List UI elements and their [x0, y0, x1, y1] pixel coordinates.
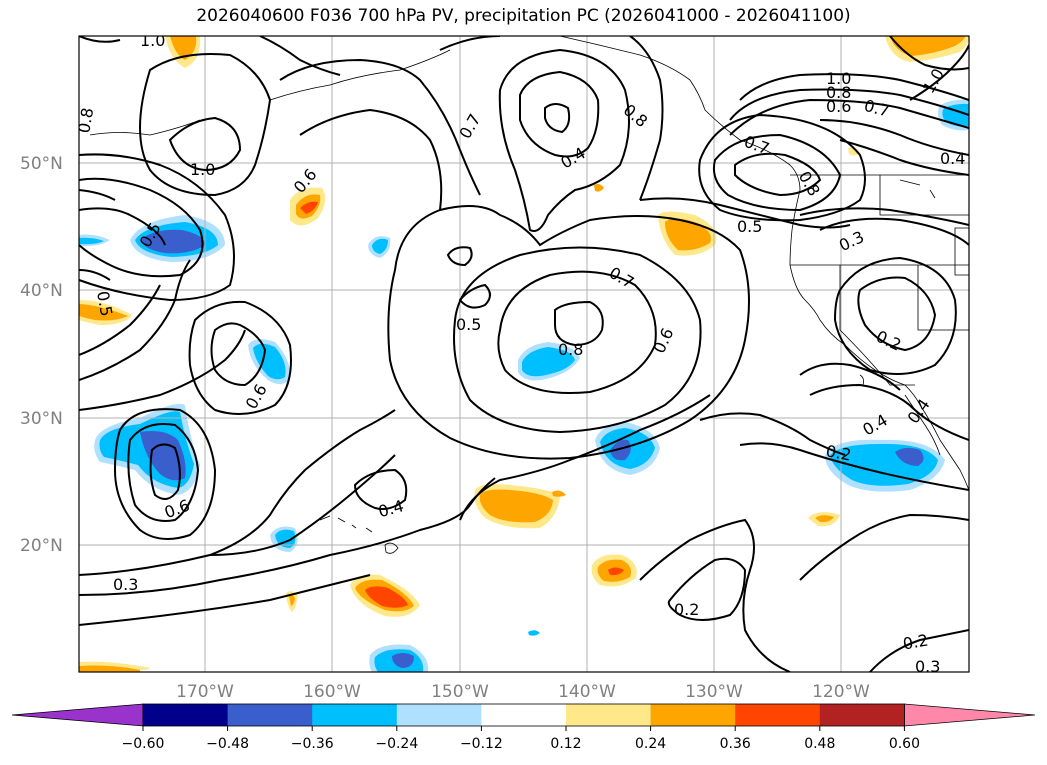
- lat-label: 20°N: [20, 536, 63, 556]
- contour-label: 1.0: [826, 69, 851, 88]
- coastlines: [89, 36, 969, 554]
- lat-label: 50°N: [20, 154, 63, 174]
- graticule: [79, 36, 969, 672]
- colorbar-tick-label: 0.24: [635, 736, 666, 752]
- pv-contours: [79, 36, 969, 672]
- colorbar-segment: [481, 704, 567, 726]
- contour-label: 0.6: [826, 97, 851, 116]
- colorbar-segment: [396, 704, 482, 726]
- contour-label: 1.0: [190, 160, 215, 179]
- colorbar-tick-label: −0.36: [291, 736, 334, 752]
- colorbar-frame: [142, 703, 905, 727]
- contour-label: 0.5: [737, 217, 762, 236]
- contour-label: 1.0: [140, 31, 165, 50]
- contour-label: 0.8: [826, 83, 851, 102]
- colorbar-tick-label: −0.48: [206, 736, 249, 752]
- map-area: 1.0 0.8 1.0 0.6 0.5 0.5 0.7 0.6 0.4 0.8 …: [74, 31, 969, 676]
- lon-label: 170°W: [176, 682, 234, 702]
- lon-label: 160°W: [303, 682, 361, 702]
- colorbar-segment: [227, 704, 313, 726]
- colorbar-tick-label: −0.12: [460, 736, 503, 752]
- contour-label: 0.5: [456, 315, 481, 334]
- precip-positive-shading: [79, 36, 969, 672]
- colorbar-tick-label: −0.24: [375, 736, 418, 752]
- colorbar-segment: [819, 704, 905, 726]
- contour-label: 0.2: [901, 630, 929, 653]
- lat-label: 30°N: [20, 409, 63, 429]
- contour-label: 0.3: [915, 657, 940, 676]
- colorbar-tick-label: 0.12: [550, 736, 581, 752]
- figure-title: 2026040600 F036 700 hPa PV, precipitatio…: [196, 6, 851, 26]
- colorbar-tick-label: 0.48: [804, 736, 835, 752]
- lat-label: 40°N: [20, 281, 63, 301]
- lon-label: 120°W: [812, 682, 870, 702]
- colorbar-tick-label: 0.36: [720, 736, 751, 752]
- colorbar-tick-label: −0.60: [122, 736, 165, 752]
- contour-label: 0.4: [940, 149, 965, 168]
- contour-label: 0.5: [93, 289, 116, 317]
- longitude-labels: 170°W 160°W 150°W 140°W 130°W 120°W: [176, 682, 870, 702]
- colorbar-segment: [650, 704, 736, 726]
- colorbar: −0.60 −0.48 −0.36 −0.24 −0.12 0.12 0.24 0.36 0.4…: [11, 703, 1036, 752]
- latitude-labels: 50°N 40°N 30°N 20°N: [20, 154, 63, 556]
- map-frame: [78, 35, 970, 673]
- contour-label: 0.3: [113, 575, 138, 594]
- contour-label: 0.2: [674, 600, 699, 619]
- colorbar-segment: [735, 704, 821, 726]
- lon-label: 140°W: [558, 682, 616, 702]
- lon-label: 150°W: [431, 682, 489, 702]
- colorbar-segment: [312, 704, 398, 726]
- lon-label: 130°W: [685, 682, 743, 702]
- colorbar-segment: [143, 704, 229, 726]
- colorbar-extend-min: [11, 703, 144, 727]
- colorbar-segment: [566, 704, 652, 726]
- colorbar-extend-max: [904, 703, 1036, 727]
- colorbar-tick-label: 0.60: [889, 736, 920, 752]
- contour-label: 0.8: [558, 340, 583, 359]
- contour-label: 0.2: [824, 441, 852, 464]
- contour-label: 0.8: [74, 106, 97, 134]
